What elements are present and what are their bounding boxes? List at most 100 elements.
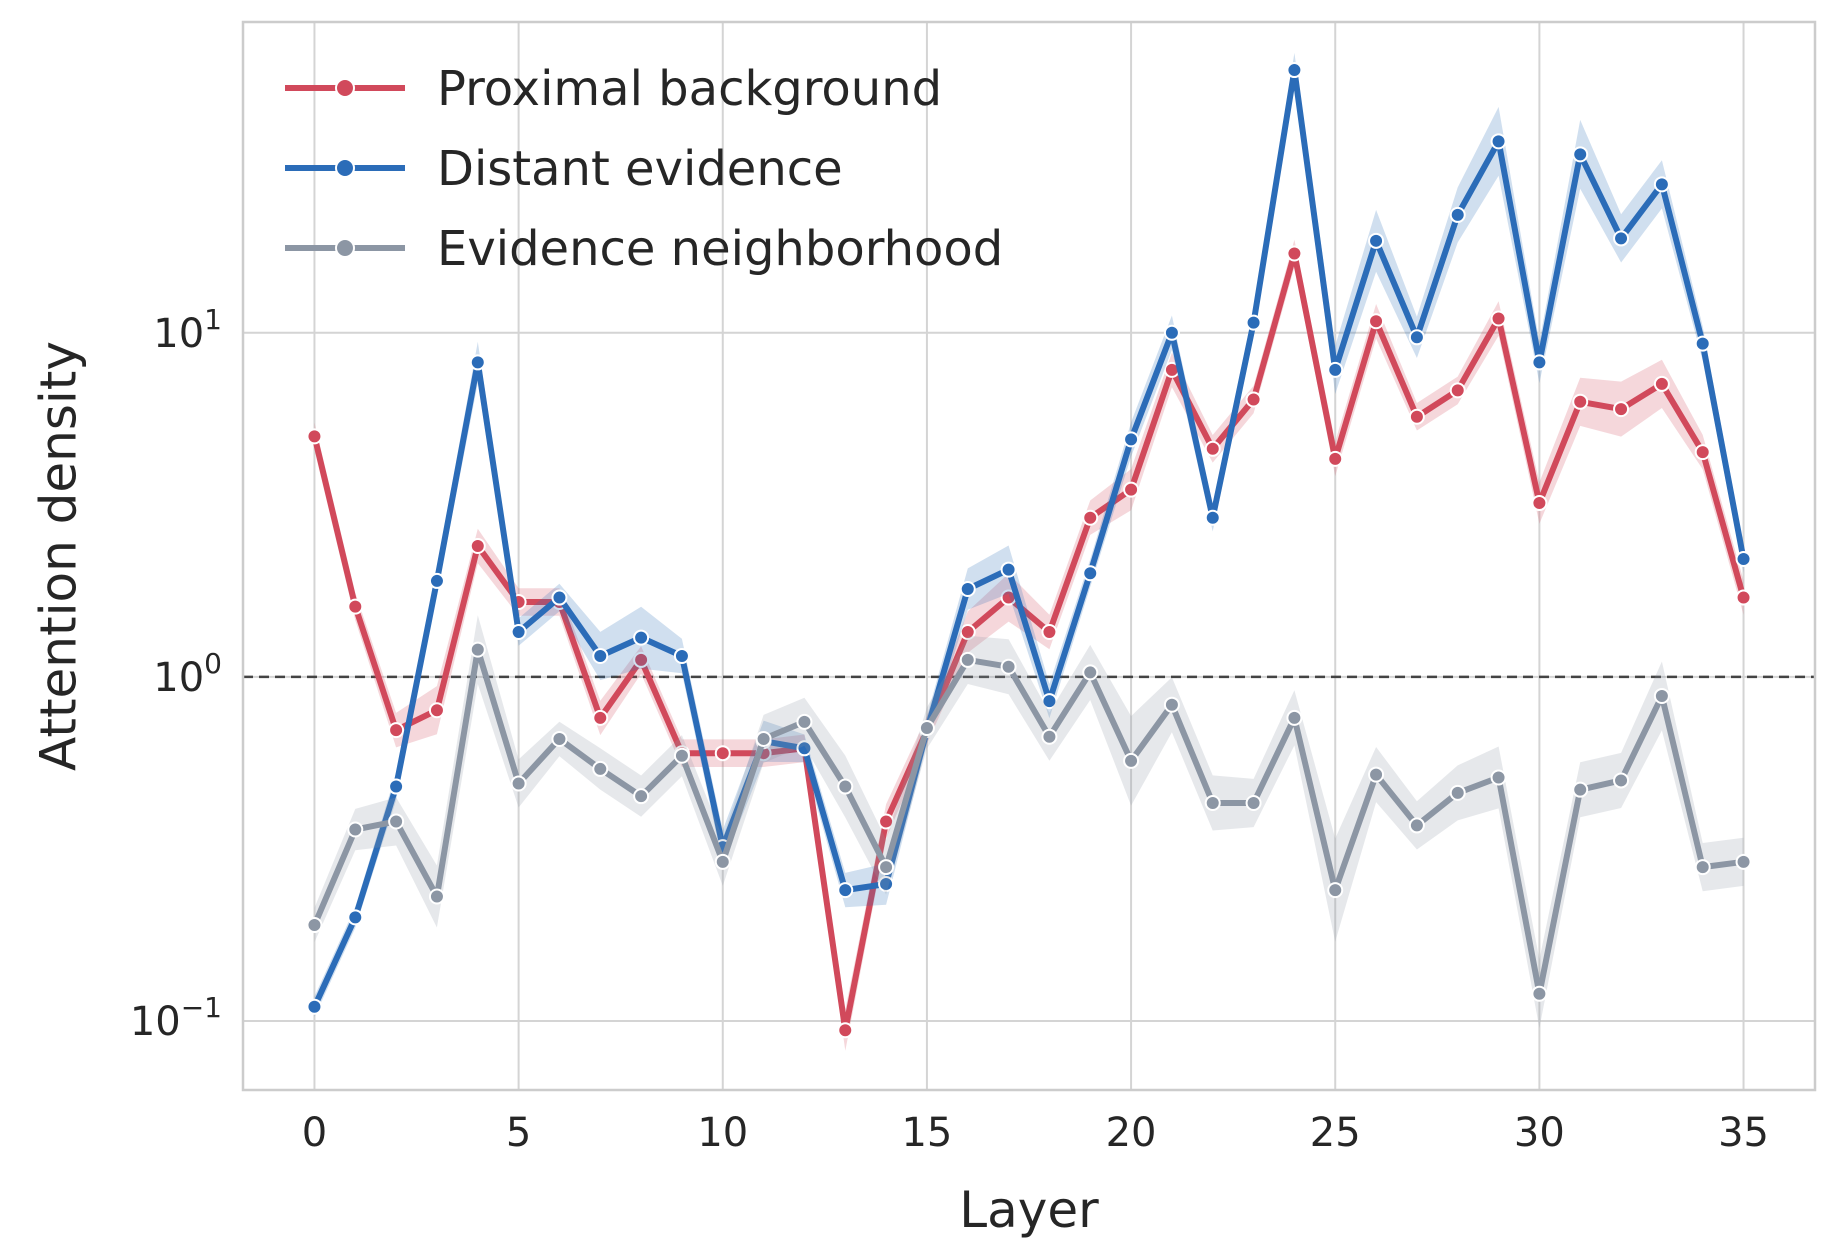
- data-point: [1408, 329, 1425, 346]
- data-point: [469, 354, 486, 371]
- legend-swatch-marker: [335, 238, 355, 258]
- data-point: [592, 647, 609, 664]
- data-point: [673, 747, 690, 764]
- data-point: [347, 821, 364, 838]
- data-point: [1286, 62, 1303, 79]
- legend-swatch-marker: [335, 158, 355, 178]
- data-point: [1572, 146, 1589, 163]
- data-point: [510, 624, 527, 641]
- data-point: [347, 909, 364, 926]
- legend: Proximal background Distant evidence Evide…: [285, 61, 1003, 277]
- x-tick-label: 20: [1106, 1110, 1157, 1156]
- data-point: [1245, 391, 1262, 408]
- series-2: [306, 615, 1752, 1029]
- data-point: [592, 709, 609, 726]
- data-point: [755, 730, 772, 747]
- data-point: [1204, 509, 1221, 526]
- data-point: [347, 598, 364, 615]
- data-point: [1000, 658, 1017, 675]
- data-point: [1327, 361, 1344, 378]
- data-point: [959, 581, 976, 598]
- data-point: [796, 740, 813, 757]
- plot-frame: [241, 20, 1817, 1092]
- series-line: [311, 67, 1747, 1008]
- data-point: [592, 760, 609, 777]
- data-point: [837, 778, 854, 795]
- data-point: [1531, 354, 1548, 371]
- data-point: [878, 876, 895, 893]
- y-tick-labels: 10−1 100 101: [130, 303, 222, 1045]
- data-point: [1368, 766, 1385, 783]
- data-point: [1572, 393, 1589, 410]
- data-point: [1490, 310, 1507, 327]
- data-point: [1653, 176, 1670, 193]
- data-point: [1613, 772, 1630, 789]
- data-point: [1694, 859, 1711, 876]
- data-point: [959, 624, 976, 641]
- data-point: [1449, 784, 1466, 801]
- data-point: [1123, 431, 1140, 448]
- data-point: [918, 720, 935, 737]
- data-point: [306, 998, 323, 1015]
- x-tick-label: 35: [1718, 1110, 1769, 1156]
- x-tick-labels: 0 5 10 15 20 25 30 35: [302, 1110, 1769, 1156]
- data-point: [714, 853, 731, 870]
- data-point: [1082, 509, 1099, 526]
- data-point: [959, 651, 976, 668]
- data-point: [1531, 985, 1548, 1002]
- data-point: [1041, 728, 1058, 745]
- legend-label: Distant evidence: [437, 141, 843, 197]
- data-point: [1041, 624, 1058, 641]
- data-point: [1613, 230, 1630, 247]
- data-point: [1082, 664, 1099, 681]
- data-point: [1082, 565, 1099, 582]
- legend-item: Evidence neighborhood: [285, 221, 1003, 277]
- data-point: [1735, 853, 1752, 870]
- series-1: [306, 52, 1752, 1017]
- data-point: [388, 722, 405, 739]
- data-point: [306, 917, 323, 934]
- data-point: [1163, 696, 1180, 713]
- y-tick-label: 100: [153, 647, 222, 701]
- x-tick-label: 10: [697, 1110, 748, 1156]
- data-point: [1653, 375, 1670, 392]
- data-point: [1449, 206, 1466, 223]
- data-point: [837, 882, 854, 899]
- legend-label: Proximal background: [437, 61, 942, 117]
- data-point: [878, 813, 895, 830]
- data-point: [1286, 245, 1303, 262]
- data-point: [1163, 324, 1180, 341]
- data-point: [1694, 335, 1711, 352]
- data-point: [1531, 495, 1548, 512]
- legend-item: Proximal background: [285, 61, 942, 117]
- data-point: [1123, 481, 1140, 498]
- legend-label: Evidence neighborhood: [437, 221, 1003, 277]
- x-tick-label: 30: [1514, 1110, 1565, 1156]
- data-point: [469, 538, 486, 555]
- legend-swatch-marker: [335, 78, 355, 98]
- data-point: [428, 702, 445, 719]
- data-point: [1041, 693, 1058, 710]
- data-point: [1613, 401, 1630, 418]
- data-point: [633, 629, 650, 646]
- data-point: [388, 778, 405, 795]
- data-point: [551, 589, 568, 606]
- data-point: [306, 428, 323, 445]
- data-point: [388, 813, 405, 830]
- legend-item: Distant evidence: [285, 141, 843, 197]
- data-point: [1490, 133, 1507, 150]
- data-point: [837, 1022, 854, 1039]
- series-group: [306, 52, 1752, 1051]
- x-axis-label: Layer: [959, 1181, 1099, 1239]
- data-point: [510, 775, 527, 792]
- data-point: [878, 859, 895, 876]
- data-point: [1204, 440, 1221, 457]
- data-point: [1408, 817, 1425, 834]
- data-point: [428, 888, 445, 905]
- data-point: [1204, 794, 1221, 811]
- x-tick-label: 0: [302, 1110, 327, 1156]
- x-tick-label: 15: [901, 1110, 952, 1156]
- data-point: [1449, 382, 1466, 399]
- series-line: [311, 646, 1744, 997]
